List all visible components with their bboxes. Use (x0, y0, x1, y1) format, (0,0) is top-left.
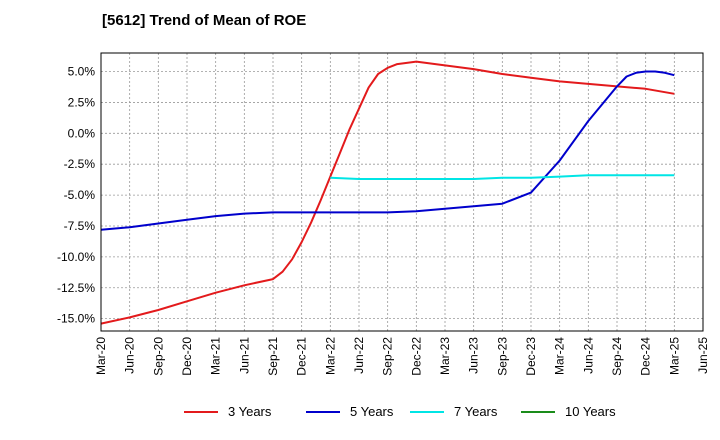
y-tick-label: -2.5% (64, 157, 96, 171)
series-lines (100, 60, 675, 325)
x-tick-label: Mar-22 (323, 337, 337, 375)
x-tick-label: Sep-23 (495, 337, 509, 376)
y-tick-label: 0.0% (68, 126, 96, 140)
legend-item: 7 Years (410, 404, 497, 419)
series-line-7-years (330, 174, 675, 180)
x-tick-label: Dec-22 (409, 337, 423, 376)
y-tick-label: -10.0% (57, 250, 95, 264)
y-tick-label: 5.0% (68, 65, 96, 79)
x-tick-label: Jun-21 (237, 337, 251, 374)
x-tick-label: Mar-24 (553, 337, 567, 375)
grid (101, 53, 703, 331)
x-tick-label: Jun-25 (696, 337, 710, 374)
plot-frame (100, 52, 704, 332)
x-tick-label: Jun-22 (352, 337, 366, 374)
legend: 3 Years 5 Years 7 Years 10 Years (0, 404, 720, 424)
legend-label: 3 Years (228, 404, 272, 419)
x-tick-label: Mar-25 (667, 337, 681, 375)
x-tick-label: Dec-23 (524, 337, 538, 376)
y-tick-label: -15.0% (57, 312, 95, 326)
x-tick-label: Jun-24 (581, 337, 595, 374)
x-tick-label: Dec-24 (639, 337, 653, 376)
series-line-5-years (100, 70, 675, 231)
legend-item: 3 Years (184, 404, 271, 419)
y-tick-label: -12.5% (57, 281, 95, 295)
x-tick-label: Dec-21 (295, 337, 309, 376)
legend-swatch (410, 410, 444, 413)
x-tick-label: Jun-23 (467, 337, 481, 374)
legend-label: 7 Years (454, 404, 498, 419)
x-tick-label: Sep-24 (610, 337, 624, 376)
axes: Mar-20 Jun-20 Sep-20 Dec-20 Mar-21 Jun-21 Sep-… (57, 52, 710, 376)
x-tick-label: Jun-20 (123, 337, 137, 374)
legend-item: 10 Years (521, 404, 616, 419)
chart-title: [5612] Trend of Mean of ROE (102, 12, 307, 29)
x-tick-label: Dec-20 (180, 337, 194, 376)
legend-swatch (521, 410, 555, 413)
x-tick-label: Mar-21 (209, 337, 223, 375)
legend-label: 10 Years (565, 404, 616, 419)
y-tick-label: -5.0% (64, 188, 96, 202)
x-tick-label: Sep-22 (381, 337, 395, 376)
x-tick-label: Sep-21 (266, 337, 280, 376)
y-tick-label: -7.5% (64, 219, 96, 233)
legend-label: 5 Years (350, 404, 394, 419)
legend-swatch (306, 410, 340, 413)
x-tick-label: Mar-23 (438, 337, 452, 375)
legend-item: 5 Years (306, 404, 393, 419)
y-tick-label: 2.5% (68, 95, 96, 109)
x-tick-label: Mar-20 (94, 337, 108, 375)
x-tick-label: Sep-20 (151, 337, 165, 376)
series-line-3-years (100, 60, 675, 325)
legend-swatch (184, 410, 218, 413)
